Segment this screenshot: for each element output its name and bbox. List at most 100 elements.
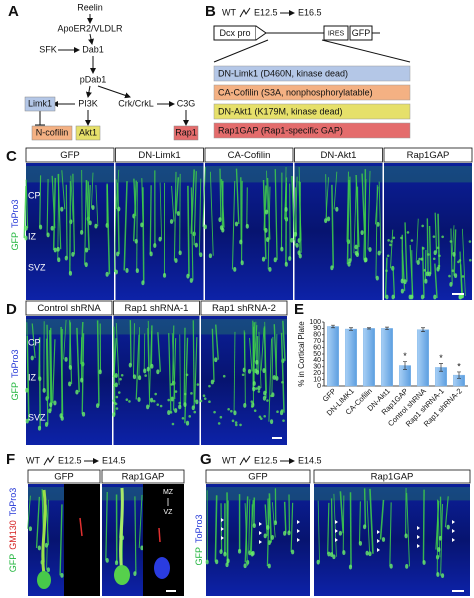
reporter: GFP — [352, 28, 371, 38]
soma — [203, 224, 207, 230]
neurite — [179, 334, 181, 407]
genotype: WT — [26, 455, 40, 465]
soma — [255, 369, 260, 375]
pathway-node: Reelin — [77, 2, 103, 12]
age-from: E12.5 — [58, 455, 82, 465]
neurite — [451, 225, 455, 255]
cp-glow — [28, 487, 64, 501]
cell — [438, 254, 441, 258]
stain-name: GFP — [10, 382, 20, 401]
zone-label: CP — [28, 337, 41, 347]
soma — [291, 549, 295, 555]
cell — [422, 247, 425, 250]
soma — [226, 558, 230, 564]
micrograph-bg — [143, 484, 184, 596]
neurite — [39, 175, 42, 228]
neurite — [136, 181, 138, 271]
neurite — [450, 228, 453, 285]
cell — [420, 257, 424, 261]
soma — [263, 390, 267, 396]
soma — [114, 269, 118, 275]
soma — [295, 242, 299, 248]
neurite — [27, 495, 31, 529]
pathway-node: ApoER2/VLDLR — [57, 23, 123, 33]
neurite — [346, 179, 350, 265]
soma — [268, 266, 272, 272]
soma — [280, 246, 284, 252]
cell — [266, 399, 269, 402]
neurite — [231, 181, 236, 270]
neurite — [193, 171, 197, 246]
age-from: E12.5 — [254, 455, 278, 465]
soma — [199, 252, 203, 258]
soma — [348, 258, 352, 264]
cell — [468, 240, 472, 243]
soma — [263, 533, 267, 539]
micrograph — [199, 316, 287, 445]
stain-label: GFP ToPro3 — [194, 514, 204, 565]
micrograph-bg — [314, 484, 470, 596]
neurite — [215, 324, 219, 360]
cell — [170, 383, 173, 386]
neurite — [52, 339, 56, 403]
column-header: CA-Cofilin — [228, 150, 271, 161]
neurite — [175, 177, 180, 214]
neurite — [401, 249, 406, 292]
soma — [208, 253, 212, 259]
arrowhead-marker — [221, 527, 224, 531]
soma — [252, 386, 256, 392]
neurite — [291, 175, 296, 241]
column-header-box — [383, 147, 473, 163]
neurite — [220, 179, 225, 228]
neurite — [440, 503, 444, 576]
stain-label: GFP ToPro3 — [10, 349, 20, 400]
orientation-label: VZ — [164, 509, 174, 516]
soma — [327, 551, 331, 557]
neurite — [244, 503, 248, 566]
soma — [183, 402, 187, 408]
column-header-box — [113, 300, 200, 316]
cell — [281, 380, 284, 384]
micrograph-bg — [206, 484, 310, 596]
cp-glow — [206, 487, 310, 501]
neurite — [23, 185, 27, 239]
y-tick-label: 100 — [309, 319, 321, 326]
soma — [91, 205, 95, 210]
construct-box — [213, 65, 411, 82]
neurite — [65, 184, 68, 259]
node-highlight — [173, 125, 199, 141]
cp-glow — [294, 166, 383, 183]
error-bar — [385, 326, 389, 331]
neurite — [171, 185, 175, 222]
electroporation-icon — [239, 7, 251, 18]
soma — [116, 251, 120, 257]
soma — [135, 268, 139, 273]
arrowhead-marker — [335, 520, 338, 524]
soma — [80, 377, 84, 383]
column-header: Rap1 shRNA-1 — [125, 303, 189, 314]
soma — [84, 247, 89, 253]
cell — [115, 407, 119, 410]
age-to: E14.5 — [102, 455, 126, 465]
column-header: Rap1 shRNA-2 — [212, 303, 276, 314]
soma — [247, 368, 252, 374]
neurite — [76, 327, 80, 393]
soma — [255, 359, 259, 365]
panel-label: F — [6, 451, 15, 468]
genotype: WT — [222, 7, 236, 17]
soma — [287, 530, 291, 536]
neurite — [235, 168, 240, 225]
neurite — [461, 228, 466, 297]
soma — [424, 278, 428, 284]
error-bar — [349, 327, 353, 331]
cell — [167, 398, 170, 402]
neurite — [330, 498, 334, 555]
neurite — [249, 337, 253, 372]
soma — [237, 548, 242, 554]
arrowhead-marker — [297, 529, 300, 533]
neurite — [159, 182, 163, 240]
golgi — [158, 527, 161, 543]
y-tick-label: 40 — [313, 357, 321, 364]
y-tick-label: 50 — [313, 351, 321, 358]
soma — [48, 408, 52, 414]
